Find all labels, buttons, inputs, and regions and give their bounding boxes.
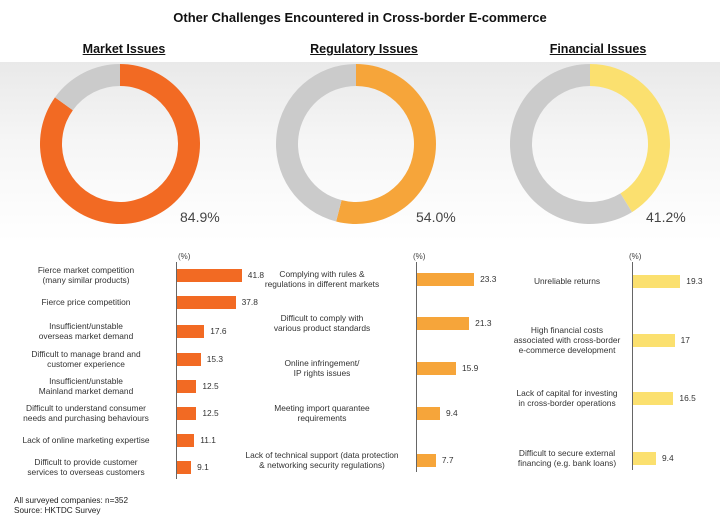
regulatory-category-label: Difficult to comply with various product …: [273, 313, 371, 333]
market-category-label: Lack of online marketing expertise: [22, 435, 150, 445]
financial-issues-title: Financial Issues: [549, 42, 647, 56]
financial-bar-value-label: 9.4: [662, 452, 674, 463]
financial-bar: [633, 391, 674, 405]
market-bar: [177, 379, 197, 393]
chart-title: Other Challenges Encountered in Cross-bo…: [173, 10, 547, 25]
market-bar: [177, 268, 242, 282]
regulatory-issues-title: Regulatory Issues: [310, 42, 418, 56]
financial-bar: [633, 333, 675, 347]
regulatory-bar-value-label: 23.3: [480, 273, 497, 284]
regulatory-bar-value-label: 7.7: [441, 454, 454, 465]
regulatory-category-label: Lack of technical support (data protecti…: [245, 450, 399, 470]
financial-bar-axis: [632, 262, 633, 470]
regulatory-bar: [417, 316, 470, 330]
market-bar: [177, 406, 197, 420]
financial-donut-remainder-slice: [510, 64, 633, 224]
market-bar: [177, 324, 205, 338]
market-category-label: Fierce price competition: [41, 297, 131, 307]
market-percent-label: 84.9%: [180, 209, 220, 225]
regulatory-bar: [417, 361, 456, 375]
regulatory-bar-value-label: 15.9: [461, 362, 479, 373]
market-category-label: Fierce market competition (many similar p…: [37, 265, 135, 285]
market-donut: [39, 64, 200, 224]
regulatory-bar-value-label: 21.3: [475, 317, 492, 328]
financial-category-label: High financial costs associated with cros…: [513, 325, 621, 355]
financial-percent-label: 41.2%: [646, 209, 686, 225]
regulatory-percent-label: 54.0%: [416, 209, 456, 225]
regulatory-category-label: Complying with rules & regulations in dif…: [264, 269, 380, 289]
financial-bar-value-label: 16.5: [679, 392, 696, 403]
market-bar-value-label: 9.1: [197, 461, 209, 472]
regulatory-category-label: Online infringement/IP rights issues: [284, 358, 360, 378]
regulatory-donut-value-slice: [336, 64, 436, 224]
market-issues-title: Market Issues: [82, 42, 166, 56]
regulatory-donut-remainder-slice: [276, 64, 356, 222]
market-bar: [177, 433, 195, 447]
market-category-label: Insufficient/unstable Mainland market dem…: [38, 376, 134, 396]
regulatory-category-label: Meeting import quarantee requirements: [274, 403, 370, 423]
regulatory-bar: [417, 406, 441, 420]
market-bar-value-label: 12.5: [202, 380, 219, 391]
financial-unit-label: (%): [629, 252, 642, 261]
market-unit-label: (%): [178, 252, 191, 261]
market-bar-axis: [176, 262, 177, 479]
financial-category-label: Lack of capital for investing in cross-bo…: [516, 388, 618, 408]
regulatory-bar-value-label: 9.4: [446, 407, 458, 418]
financial-category-label: Difficult to secure external financing (e…: [517, 448, 617, 468]
market-bar: [177, 295, 236, 309]
market-bar-value-label: 11.1: [200, 434, 216, 445]
financial-bar-value-label: 17: [680, 334, 690, 345]
market-bar-value-label: 41.8: [247, 269, 265, 280]
financial-donut-value-slice: [590, 64, 670, 213]
market-donut-remainder-slice: [54, 64, 120, 111]
financial-category-label: Unreliable returns: [533, 276, 601, 286]
market-bar: [177, 460, 192, 474]
regulatory-unit-label: (%): [413, 252, 426, 261]
market-bar: [177, 352, 201, 366]
market-category-label: Difficult to manage brand and customer ex…: [31, 349, 141, 369]
financial-bar-value-label: 19.3: [686, 275, 703, 286]
market-bar-value-label: 12.5: [202, 407, 219, 418]
regulatory-bar-axis: [416, 262, 417, 472]
market-category-label: Difficult to understand consumer needs an…: [23, 403, 149, 423]
financial-bar: [633, 274, 681, 288]
market-bar-value-label: 37.8: [241, 296, 258, 307]
source-note: Source: HKTDC Survey: [14, 506, 101, 515]
market-bar-value-label: 15.3: [206, 353, 224, 364]
financial-bar: [633, 451, 657, 465]
footnote: All surveyed companies: n=352: [14, 496, 129, 505]
regulatory-bar: [417, 272, 475, 286]
regulatory-bar: [417, 453, 436, 467]
regulatory-donut: [276, 64, 436, 224]
market-category-label: Insufficient/unstable overseas market dem…: [38, 321, 134, 341]
financial-donut: [510, 64, 670, 224]
market-category-label: Difficult to provide customer services to…: [27, 457, 145, 477]
market-bar-value-label: 17.6: [210, 325, 227, 336]
